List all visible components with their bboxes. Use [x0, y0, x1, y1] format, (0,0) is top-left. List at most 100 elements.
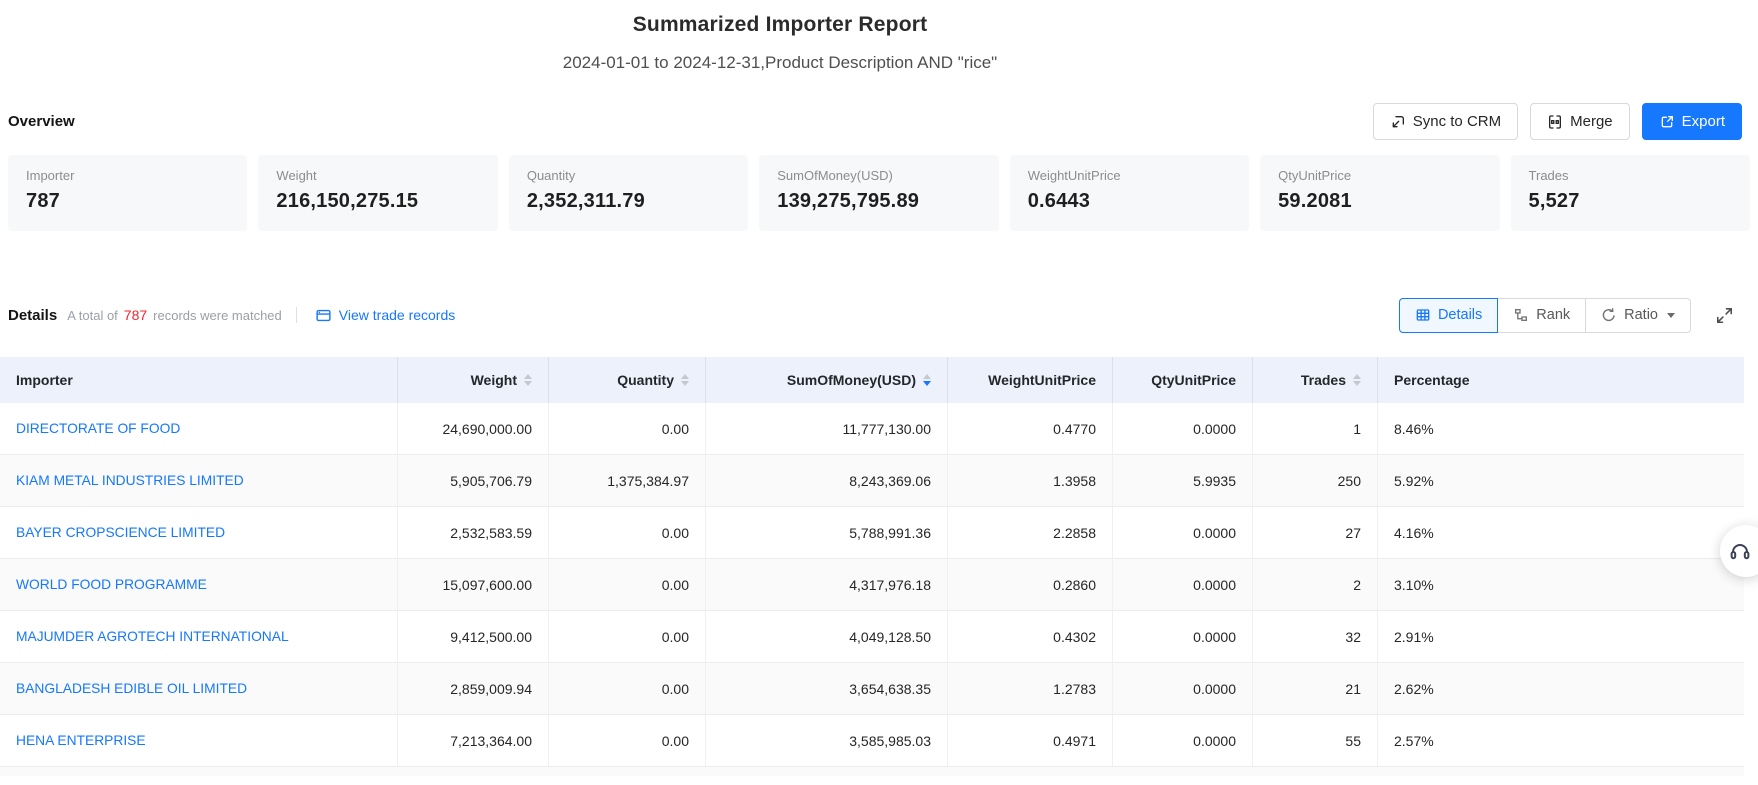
table-body: DIRECTORATE OF FOOD24,690,000.000.0011,7… — [0, 403, 1744, 767]
stat-card-value: 59.2081 — [1278, 190, 1481, 213]
qty-unit-price-cell: 0.0000 — [1113, 663, 1253, 714]
column-header-label: QtyUnitPrice — [1151, 372, 1236, 388]
importer-cell: WORLD FOOD PROGRAMME — [0, 559, 398, 610]
percentage-cell: 2.57% — [1378, 715, 1744, 766]
importer-link[interactable]: BANGLADESH EDIBLE OIL LIMITED — [16, 681, 247, 696]
stat-card-label: Trades — [1529, 168, 1732, 183]
table-row: KIAM METAL INDUSTRIES LIMITED 5,905,706.7… — [0, 455, 1744, 507]
stat-card-label: QtyUnitPrice — [1278, 168, 1481, 183]
report-subtitle: 2024-01-01 to 2024-12-31,Product Descrip… — [0, 51, 1560, 75]
export-label: Export — [1682, 113, 1725, 130]
column-header-label: Weight — [471, 372, 517, 388]
trades-cell: 27 — [1253, 507, 1378, 558]
weight-cell: 7,213,364.00 — [398, 715, 549, 766]
overview-actions: Sync to CRM Merge Export — [1373, 103, 1742, 140]
stat-card-label: SumOfMoney(USD) — [777, 168, 980, 183]
column-header-weightunitprice: WeightUnitPrice — [948, 357, 1113, 403]
qty-unit-price-cell: 0.0000 — [1113, 403, 1253, 454]
importer-cell: BAYER CROPSCIENCE LIMITED — [0, 507, 398, 558]
quantity-cell: 0.00 — [549, 715, 706, 766]
stat-card-value: 5,527 — [1529, 190, 1732, 213]
tab-ratio[interactable]: Ratio — [1585, 298, 1691, 333]
percentage-cell: 8.46% — [1378, 403, 1744, 454]
merge-button[interactable]: Merge — [1530, 103, 1630, 140]
tab-details-label: Details — [1438, 307, 1482, 323]
divider — [296, 307, 297, 323]
sort-icon — [524, 374, 532, 386]
weight-cell: 5,905,706.79 — [398, 455, 549, 506]
column-header-trades[interactable]: Trades — [1253, 357, 1378, 403]
importer-link[interactable]: BAYER CROPSCIENCE LIMITED — [16, 525, 225, 540]
view-switcher: Details Rank Ratio — [1399, 298, 1691, 333]
column-header-weight[interactable]: Weight — [398, 357, 549, 403]
column-header-quantity[interactable]: Quantity — [549, 357, 706, 403]
tab-details[interactable]: Details — [1399, 298, 1498, 333]
stat-card-value: 787 — [26, 190, 229, 213]
fullscreen-button[interactable] — [1715, 306, 1734, 325]
importer-cell: MAJUMDER AGROTECH INTERNATIONAL — [0, 611, 398, 662]
stat-card-label: Weight — [276, 168, 479, 183]
quantity-cell: 0.00 — [549, 507, 706, 558]
headset-icon — [1728, 539, 1752, 563]
table-row: BAYER CROPSCIENCE LIMITED 2,532,583.590.0… — [0, 507, 1744, 559]
trades-cell: 32 — [1253, 611, 1378, 662]
importer-link[interactable]: DIRECTORATE OF FOOD — [16, 421, 180, 436]
expand-arrows-icon — [1715, 306, 1734, 325]
circular-arrow-icon — [1601, 307, 1617, 323]
weight-cell: 2,532,583.59 — [398, 507, 549, 558]
sort-icon — [923, 374, 931, 386]
table-row: HENA ENTERPRISE7,213,364.000.003,585,985… — [0, 715, 1744, 767]
percentage-cell: 3.10% — [1378, 559, 1744, 610]
sync-label: Sync to CRM — [1413, 113, 1501, 130]
table-row: MAJUMDER AGROTECH INTERNATIONAL 9,412,500… — [0, 611, 1744, 663]
table-row: WORLD FOOD PROGRAMME15,097,600.000.004,3… — [0, 559, 1744, 611]
sort-icon — [681, 374, 689, 386]
importer-cell: BANGLADESH EDIBLE OIL LIMITED — [0, 663, 398, 714]
overview-heading: Overview — [8, 113, 75, 130]
importer-link[interactable]: WORLD FOOD PROGRAMME — [16, 577, 207, 592]
sync-to-crm-button[interactable]: Sync to CRM — [1373, 103, 1518, 140]
table-header-row: Importer Weight QuantitySumOfMoney(USD)Wei… — [0, 357, 1744, 403]
column-header-importer: Importer — [0, 357, 398, 403]
overview-cards: Importer787Weight216,150,275.15Quantity2… — [8, 155, 1750, 231]
rank-icon — [1513, 307, 1529, 323]
weight-unit-price-cell: 0.2860 — [948, 559, 1113, 610]
stat-card-weight: Weight216,150,275.15 — [258, 155, 497, 231]
column-header-qtyunitprice: QtyUnitPrice — [1113, 357, 1253, 403]
export-button[interactable]: Export — [1642, 103, 1742, 140]
total-prefix: A total of — [67, 308, 118, 323]
quantity-cell: 0.00 — [549, 403, 706, 454]
tab-ratio-label: Ratio — [1624, 307, 1658, 323]
total-suffix: records were matched — [153, 308, 282, 323]
stat-card-importer: Importer 787 — [8, 155, 247, 231]
trades-cell: 21 — [1253, 663, 1378, 714]
sum-of-money-cell: 11,777,130.00 — [706, 403, 948, 454]
qty-unit-price-cell: 5.9935 — [1113, 455, 1253, 506]
stat-card-label: Importer — [26, 168, 229, 183]
sum-of-money-cell: 4,049,128.50 — [706, 611, 948, 662]
percentage-cell: 4.16% — [1378, 507, 1744, 558]
column-header-label: Percentage — [1394, 372, 1469, 388]
tab-rank[interactable]: Rank — [1497, 298, 1586, 333]
tab-rank-label: Rank — [1536, 307, 1570, 323]
importer-link[interactable]: KIAM METAL INDUSTRIES LIMITED — [16, 473, 244, 488]
column-header-percentage: Percentage — [1378, 357, 1744, 403]
weight-cell: 9,412,500.00 — [398, 611, 549, 662]
chevron-down-icon — [1667, 313, 1675, 318]
weight-unit-price-cell: 0.4770 — [948, 403, 1113, 454]
view-trade-records-label: View trade records — [339, 307, 455, 323]
column-header-sumofmoney-usd[interactable]: SumOfMoney(USD) — [706, 357, 948, 403]
column-header-label: Trades — [1301, 372, 1346, 388]
stat-card-value: 2,352,311.79 — [527, 190, 730, 213]
stat-card-weightunitprice: WeightUnitPrice0.6443 — [1010, 155, 1249, 231]
view-trade-records-link[interactable]: View trade records — [315, 307, 455, 324]
importer-link[interactable]: MAJUMDER AGROTECH INTERNATIONAL — [16, 629, 289, 644]
importer-link[interactable]: HENA ENTERPRISE — [16, 733, 146, 748]
weight-cell: 15,097,600.00 — [398, 559, 549, 610]
column-header-label: Importer — [16, 372, 73, 388]
trades-cell: 250 — [1253, 455, 1378, 506]
importer-cell: HENA ENTERPRISE — [0, 715, 398, 766]
weight-cell: 2,859,009.94 — [398, 663, 549, 714]
trades-cell: 2 — [1253, 559, 1378, 610]
export-icon — [1659, 114, 1675, 130]
